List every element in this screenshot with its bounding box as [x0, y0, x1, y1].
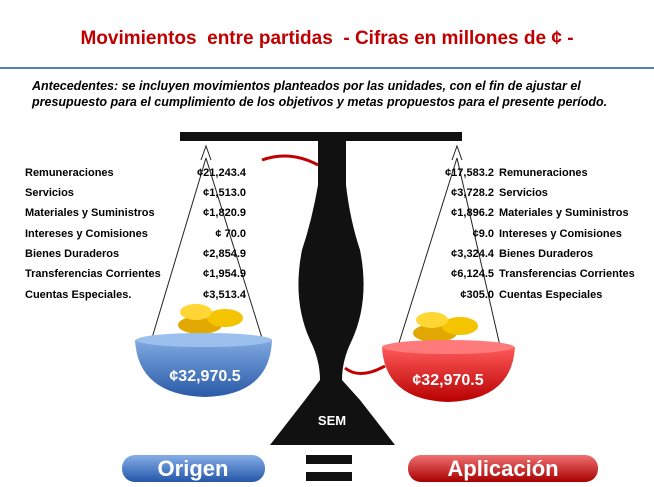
center-label: SEM: [318, 413, 346, 428]
item-label: Bienes Duraderos: [499, 248, 593, 260]
scale-graphic: ¢32,970.5 ¢32,970.5 SEM Origen Aplicació…: [0, 0, 654, 487]
item-label: Servicios: [25, 187, 74, 199]
item-amount: ¢3,513.4: [203, 289, 246, 301]
item-amount: ¢6,124.5: [451, 268, 494, 280]
arrow: [262, 156, 318, 165]
item-label: Remuneraciones: [25, 167, 114, 179]
left-total: ¢32,970.5: [169, 368, 240, 385]
item-amount: ¢9.0: [473, 228, 494, 240]
item-label: Transferencias Corrientes: [499, 268, 635, 280]
right-bowl-rim: [382, 340, 514, 354]
item-amount: ¢3,728.2: [451, 187, 494, 199]
item-amount: ¢1,896.2: [451, 207, 494, 219]
item-label: Remuneraciones: [499, 167, 588, 179]
item-amount: ¢ 70.0: [215, 228, 246, 240]
item-label: Servicios: [499, 187, 548, 199]
origin-label: Origen: [158, 456, 229, 481]
item-label: Intereses y Comisiones: [499, 228, 622, 240]
item-label: Bienes Duraderos: [25, 248, 119, 260]
item-amount: ¢1,513.0: [203, 187, 246, 199]
beam: [180, 132, 462, 141]
application-label: Aplicación: [447, 456, 558, 481]
pillar: [270, 141, 395, 445]
page: ¢32,970.5 ¢32,970.5 SEM Origen Aplicació…: [0, 0, 654, 487]
item-amount: ¢1,820.9: [203, 207, 246, 219]
item-amount: ¢2,854.9: [203, 248, 246, 260]
item-label: Materiales y Suministros: [25, 207, 155, 219]
item-amount: ¢17,583.2: [445, 167, 494, 179]
intro: Antecedentes: se incluyen movimientos pl…: [32, 78, 628, 110]
title: Movimientos entre partidas - Cifras en m…: [0, 28, 654, 50]
item-amount: ¢21,243.4: [197, 167, 246, 179]
left-bowl-rim: [136, 333, 272, 347]
equals-bar: [306, 455, 352, 464]
arrow: [345, 366, 385, 374]
item-amount: ¢3,324.4: [451, 248, 494, 260]
item-label: Intereses y Comisiones: [25, 228, 148, 240]
item-label: Cuentas Especiales.: [25, 289, 131, 301]
item-label: Transferencias Corrientes: [25, 268, 161, 280]
item-amount: ¢305.0: [460, 289, 494, 301]
equals-bar: [306, 472, 352, 481]
item-amount: ¢1,954.9: [203, 268, 246, 280]
item-label: Cuentas Especiales: [499, 289, 602, 301]
right-total: ¢32,970.5: [412, 372, 483, 389]
item-label: Materiales y Suministros: [499, 207, 629, 219]
